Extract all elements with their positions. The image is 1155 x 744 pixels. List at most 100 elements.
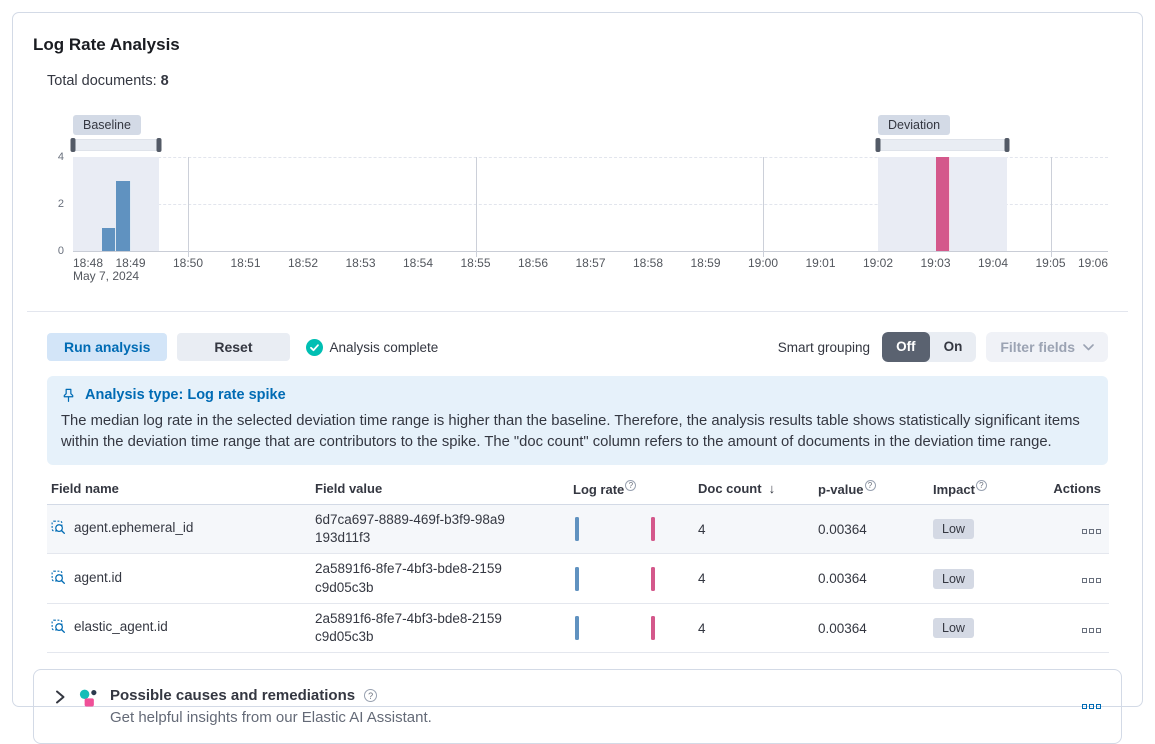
pin-icon	[61, 388, 76, 403]
panel-actions-icon[interactable]	[1082, 704, 1101, 710]
doc-count-cell: 4	[694, 504, 814, 555]
baseline-badge: Baseline	[73, 115, 141, 135]
filter-field-icon[interactable]	[51, 520, 66, 538]
table-row: agent.ephemeral_id 6d7ca697-8889-469f-b3f…	[47, 504, 1109, 555]
column-header-impact: Impact?	[929, 475, 1049, 505]
x-axis-tick: 19:05	[1035, 256, 1066, 270]
chart-x-axis: 18:48 18:49 18:50 18:51 18:52 18:53 18:54 18:55…	[73, 252, 1108, 286]
gridline-vertical	[475, 157, 477, 257]
doc-count-cell: 4	[694, 603, 814, 654]
impact-badge: Low	[933, 519, 974, 540]
actions-icon[interactable]	[1082, 627, 1101, 633]
filter-fields-button[interactable]: Filter fields	[986, 332, 1108, 362]
question-circle-icon[interactable]: ?	[864, 480, 876, 491]
p-value-cell: 0.00364	[814, 504, 929, 555]
x-axis-tick: 18:54	[402, 256, 434, 270]
x-axis-tick: 19:04	[977, 256, 1009, 270]
chart-brush-row	[70, 138, 1108, 152]
log-rate-histogram: 4 2 0 Baseline Deviation 18:48 18:49 18:50 1…	[47, 115, 1108, 287]
results-table: Field name Field value Log rate? Doc count ↓…	[47, 475, 1109, 654]
actions-icon[interactable]	[1082, 578, 1101, 584]
sort-desc-icon[interactable]: ↓	[768, 481, 776, 496]
page-title: Log Rate Analysis	[33, 35, 180, 54]
field-name-cell: elastic_agent.id	[47, 603, 311, 654]
question-circle-icon[interactable]: ?	[364, 689, 378, 703]
smart-grouping-toggle: Off On	[882, 332, 977, 362]
chevron-right-icon[interactable]	[54, 690, 66, 704]
doc-count-cell: 4	[694, 553, 814, 604]
log-rate-analysis-panel: Log Rate Analysis Total documents: 8 4 2…	[12, 12, 1143, 744]
check-circle-icon	[305, 338, 323, 356]
smart-grouping-label: Smart grouping	[777, 339, 871, 355]
column-header-actions: Actions	[1049, 475, 1109, 505]
chevron-down-icon	[1083, 343, 1094, 351]
results-table-body: agent.ephemeral_id 6d7ca697-8889-469f-b3f…	[47, 504, 1109, 654]
reset-button[interactable]: Reset	[177, 333, 290, 361]
gridline-vertical	[763, 157, 764, 257]
question-circle-icon[interactable]: ?	[975, 480, 987, 491]
smart-grouping-on[interactable]: On	[943, 339, 963, 354]
histogram-bar	[935, 157, 950, 251]
gridline	[73, 204, 1108, 205]
column-header-field-value: Field value	[311, 475, 569, 505]
column-header-field-name: Field name	[47, 475, 311, 505]
x-axis-tick: 19:00	[747, 256, 779, 270]
column-header-p-value: p-value?	[814, 475, 929, 505]
accordion-title[interactable]: Possible causes and remediations	[110, 687, 356, 705]
actions-cell	[1049, 603, 1109, 654]
baseline-brush-handle-right[interactable]	[156, 138, 162, 152]
column-header-doc-count[interactable]: Doc count ↓	[694, 475, 814, 505]
chart-y-axis: 4 2 0	[47, 115, 73, 287]
y-axis-tick: 2	[57, 198, 64, 210]
deviation-brush-handle-left[interactable]	[875, 138, 881, 152]
deviation-badge: Deviation	[878, 115, 951, 135]
question-circle-icon[interactable]: ?	[625, 480, 637, 491]
impact-badge: Low	[933, 568, 974, 589]
smart-grouping-off[interactable]: Off	[882, 332, 930, 362]
x-axis-tick: 18:52	[287, 256, 319, 270]
baseline-brush-handle-left[interactable]	[70, 138, 76, 152]
actions-cell	[1049, 553, 1109, 604]
total-documents-value: 8	[160, 73, 169, 89]
deviation-brush[interactable]	[875, 138, 1010, 152]
x-axis-tick: 19:01	[805, 256, 836, 270]
chart-badge-row: Baseline Deviation	[73, 115, 1108, 135]
x-axis-tick: 18:57	[575, 256, 606, 270]
impact-cell: Low	[929, 504, 1049, 555]
field-value-cell: 2a5891f6-8fe7-4bf3-bde8-2159c9d05c3b	[311, 603, 569, 654]
gridline	[73, 157, 1108, 158]
log-rate-sparkline	[573, 516, 683, 542]
y-axis-tick: 4	[57, 151, 64, 163]
log-rate-sparkline	[573, 566, 683, 592]
log-rate-cell	[569, 603, 694, 654]
x-axis-date-label: May 7, 2024	[73, 269, 140, 283]
run-analysis-button[interactable]: Run analysis	[47, 333, 168, 361]
filter-field-icon[interactable]	[51, 619, 66, 637]
x-axis-tick: 19:03	[920, 256, 951, 270]
x-axis-tick: 18:51	[230, 256, 261, 270]
field-name-cell: agent.id	[47, 553, 311, 604]
filter-field-icon[interactable]	[51, 570, 66, 588]
log-rate-cell	[569, 504, 694, 555]
table-row: agent.id 2a5891f6-8fe7-4bf3-bde8-2159c9d0…	[47, 553, 1109, 604]
p-value-cell: 0.00364	[814, 603, 929, 654]
impact-badge: Low	[933, 618, 974, 639]
impact-cell: Low	[929, 603, 1049, 654]
column-header-log-rate: Log rate?	[569, 475, 694, 505]
x-axis-tick: 19:06	[1077, 256, 1108, 270]
accordion-subtitle: Get helpful insights from our Elastic AI…	[110, 709, 432, 727]
baseline-brush[interactable]	[70, 138, 162, 152]
x-axis-tick: 18:58	[632, 256, 664, 270]
actions-icon[interactable]	[1082, 528, 1101, 534]
results-table-head-row: Field name Field value Log rate? Doc count ↓…	[47, 475, 1109, 505]
callout-title: Analysis type: Log rate spike	[85, 387, 286, 403]
x-axis-tick: 18:55	[460, 256, 491, 270]
x-axis-tick: 18:53	[345, 256, 376, 270]
total-documents: Total documents: 8	[47, 73, 1108, 89]
possible-causes-panel[interactable]: Possible causes and remediations ? Get h…	[33, 669, 1122, 744]
histogram-bar	[116, 180, 131, 251]
deviation-brush-handle-right[interactable]	[1004, 138, 1010, 152]
field-value-cell: 6d7ca697-8889-469f-b3f9-98a9193d11f3	[311, 504, 569, 555]
analysis-status-label: Analysis complete	[329, 339, 439, 355]
x-axis-tick: 18:48	[73, 256, 104, 270]
